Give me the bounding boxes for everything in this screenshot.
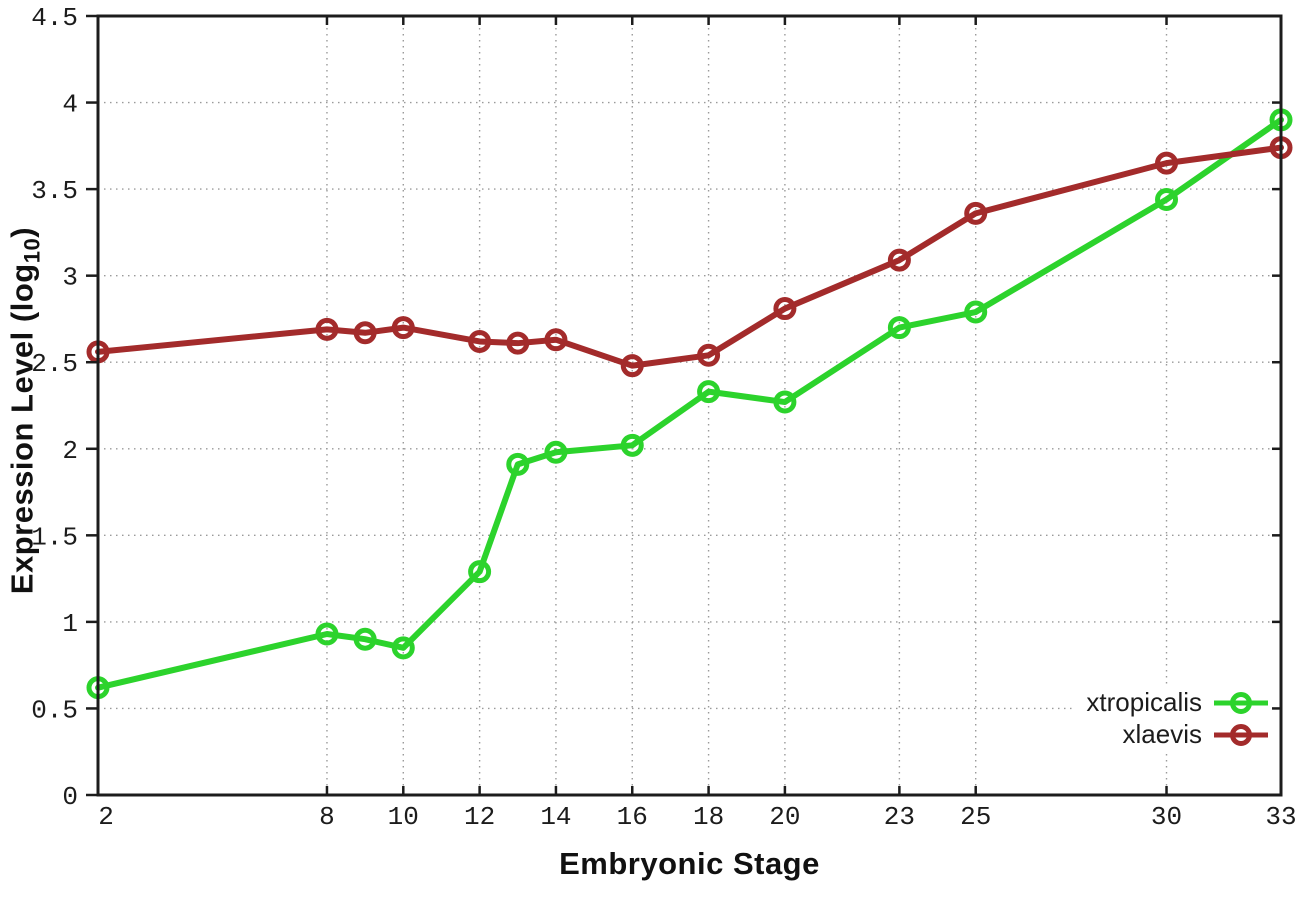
x-axis-title: Embryonic Stage bbox=[559, 846, 820, 881]
data-point-xlaevis bbox=[1155, 151, 1179, 175]
y-tick-label: 0.5 bbox=[31, 695, 78, 725]
data-point-xtropicalis bbox=[468, 560, 492, 584]
data-point-xtropicalis bbox=[620, 433, 644, 457]
y-axis-title-text: Expression Level (log bbox=[4, 263, 40, 595]
data-point-xtropicalis bbox=[964, 300, 988, 324]
data-point-xlaevis bbox=[506, 331, 530, 355]
data-point-xtropicalis bbox=[887, 316, 911, 340]
y-tick-label: 2 bbox=[62, 436, 78, 466]
data-point-xtropicalis bbox=[1155, 187, 1179, 211]
data-point-xtropicalis bbox=[353, 627, 377, 651]
legend-marker-xtropicalis bbox=[1214, 691, 1268, 714]
legend-marker-xlaevis bbox=[1214, 723, 1268, 746]
x-tick-label: 18 bbox=[693, 802, 724, 832]
data-point-xlaevis bbox=[468, 329, 492, 353]
x-tick-label: 20 bbox=[769, 802, 800, 832]
x-tick-label: 2 bbox=[98, 802, 114, 832]
legend-label-xlaevis: xlaevis bbox=[1122, 719, 1202, 749]
data-point-xtropicalis bbox=[773, 390, 797, 414]
y-tick-label: 2.5 bbox=[31, 349, 78, 379]
data-point-xlaevis bbox=[964, 201, 988, 225]
y-tick-label: 4.5 bbox=[31, 3, 78, 33]
data-point-xlaevis bbox=[315, 317, 339, 341]
y-tick-label: 1 bbox=[62, 609, 78, 639]
x-tick-label: 25 bbox=[960, 802, 991, 832]
data-point-xlaevis bbox=[353, 321, 377, 345]
legend-row-xlaevis: xlaevis bbox=[1086, 720, 1270, 749]
data-point-xlaevis bbox=[887, 248, 911, 272]
data-point-xlaevis bbox=[391, 316, 415, 340]
x-tick-label: 12 bbox=[464, 802, 495, 832]
legend-row-xtropicalis: xtropicalis bbox=[1086, 688, 1270, 717]
y-axis-title: Expression Level (log10) bbox=[4, 11, 45, 811]
data-point-xlaevis bbox=[544, 328, 568, 352]
x-tick-label: 16 bbox=[617, 802, 648, 832]
series-line-xtropicalis bbox=[95, 116, 1284, 691]
data-point-xtropicalis bbox=[506, 452, 530, 476]
x-tick-label: 8 bbox=[319, 802, 335, 832]
x-tick-label: 23 bbox=[884, 802, 915, 832]
y-tick-label: 0 bbox=[62, 782, 78, 812]
x-tick-label: 10 bbox=[388, 802, 419, 832]
data-point-xlaevis bbox=[773, 297, 797, 321]
data-point-xtropicalis bbox=[315, 622, 339, 646]
y-tick-label: 1.5 bbox=[31, 522, 78, 552]
x-tick-label: 30 bbox=[1151, 802, 1182, 832]
data-point-xlaevis bbox=[697, 343, 721, 367]
series-line-xlaevis bbox=[95, 144, 1284, 369]
y-tick-label: 4 bbox=[62, 90, 78, 120]
data-point-xtropicalis bbox=[391, 636, 415, 660]
data-point-xlaevis bbox=[620, 354, 644, 378]
plot-border bbox=[96, 14, 1283, 797]
y-tick-label: 3 bbox=[62, 263, 78, 293]
x-tick-label: 33 bbox=[1265, 802, 1296, 832]
data-point-xtropicalis bbox=[697, 380, 721, 404]
x-tick-label: 14 bbox=[540, 802, 571, 832]
y-axis-title-suffix: ) bbox=[4, 226, 40, 238]
y-tick-label: 3.5 bbox=[31, 176, 78, 206]
data-point-xtropicalis bbox=[544, 440, 568, 464]
legend-label-xtropicalis: xtropicalis bbox=[1086, 687, 1202, 717]
legend: xtropicalis xlaevis bbox=[1072, 686, 1270, 751]
y-axis-title-subscript: 10 bbox=[19, 237, 45, 264]
